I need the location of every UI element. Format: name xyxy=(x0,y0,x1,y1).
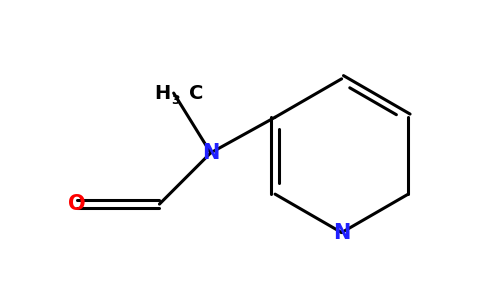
Text: N: N xyxy=(333,223,350,243)
Text: 3: 3 xyxy=(171,94,180,107)
Text: N: N xyxy=(202,143,219,163)
Text: C: C xyxy=(189,84,203,103)
Text: O: O xyxy=(68,194,86,214)
Text: H: H xyxy=(154,84,171,103)
